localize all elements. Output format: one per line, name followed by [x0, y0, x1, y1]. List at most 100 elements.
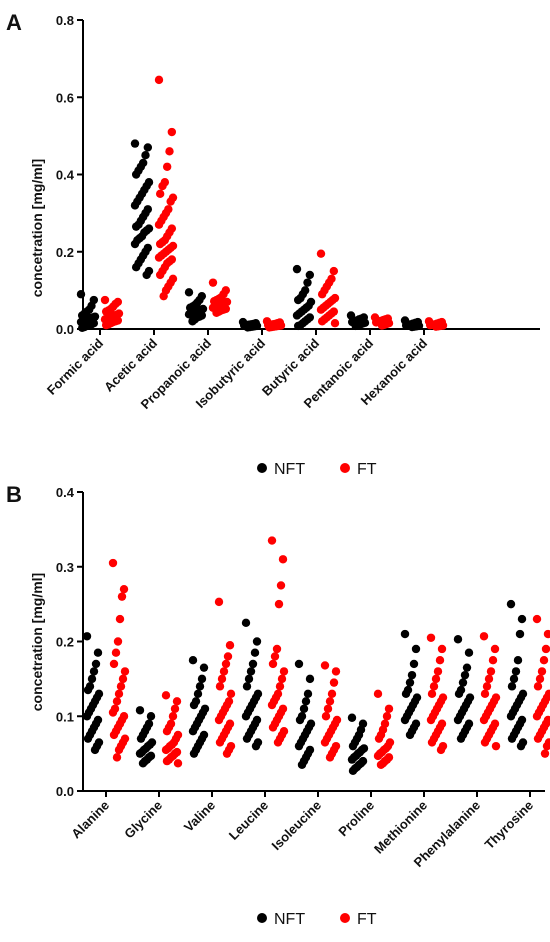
y-tick-label: 0.0: [56, 322, 74, 337]
data-point-ft: [480, 738, 490, 747]
data-point-ft: [537, 667, 547, 676]
data-point-ft: [267, 536, 277, 545]
data-point-ft: [168, 712, 178, 721]
data-point-nft: [454, 689, 464, 699]
data-point-ft: [225, 641, 235, 650]
data-point-nft: [348, 766, 358, 776]
data-point-ft: [116, 682, 126, 691]
y-tick-label: 0.3: [56, 560, 74, 575]
data-point-ft: [488, 655, 498, 665]
data-point-ft: [431, 322, 441, 331]
data-point-nft: [76, 290, 86, 299]
data-point-ft: [541, 644, 550, 654]
data-point-nft: [248, 659, 258, 669]
x-tick-label: Glycine: [121, 798, 165, 842]
data-point-ft: [325, 697, 335, 706]
data-point-nft: [184, 288, 194, 297]
data-point-nft: [347, 755, 357, 764]
data-point-ft: [539, 655, 549, 665]
data-point-nft: [295, 715, 305, 725]
data-point-nft: [400, 715, 410, 725]
data-point-ft: [316, 249, 326, 258]
data-point-ft: [486, 667, 496, 676]
data-point-ft: [325, 753, 335, 762]
data-point-ft: [165, 147, 174, 156]
data-point-nft: [511, 667, 521, 676]
data-point-nft: [189, 749, 199, 758]
y-tick-label: 0.4: [56, 485, 75, 500]
data-point-ft: [119, 584, 129, 594]
data-point-ft: [279, 667, 289, 676]
data-point-nft: [246, 667, 256, 676]
y-tick-label: 0.0: [56, 784, 74, 799]
x-tick-label: Acetic acid: [101, 335, 160, 394]
y-tick-label: 0.1: [56, 709, 74, 724]
data-point-nft: [507, 734, 517, 743]
panel-a-ylabel: concetration [mg/ml]: [29, 159, 45, 297]
panel-b-y-ticks: 0.0 0.1 0.2 0.3 0.4: [56, 485, 83, 799]
data-point-ft: [154, 220, 164, 229]
data-point-ft: [222, 749, 232, 758]
data-point-ft: [433, 667, 443, 676]
data-point-ft: [384, 704, 394, 713]
data-point-ft: [382, 712, 392, 721]
data-point-ft: [276, 581, 286, 590]
data-point-ft: [427, 689, 437, 699]
data-point-ft: [154, 253, 164, 262]
data-point-nft: [509, 674, 519, 684]
data-point-ft: [542, 741, 550, 751]
data-point-nft: [244, 674, 254, 684]
data-point-ft: [479, 632, 489, 641]
panel-b-legend-nft-label: NFT: [274, 911, 305, 928]
data-point-nft: [351, 321, 360, 331]
panel-a-legend: NFT FT: [257, 461, 377, 478]
data-point-ft: [268, 659, 278, 669]
data-point-ft: [274, 599, 284, 609]
data-point-nft: [507, 682, 517, 691]
panel-b-legend-ft-label: FT: [357, 911, 377, 928]
data-point-ft: [162, 162, 172, 171]
x-tick-label: Formic acid: [44, 335, 106, 397]
data-point-nft: [462, 663, 472, 672]
data-point-nft: [136, 734, 146, 743]
data-point-ft: [535, 674, 545, 684]
data-point-nft: [292, 264, 302, 274]
data-point-ft: [491, 741, 501, 751]
data-point-nft: [411, 644, 421, 654]
data-point-ft: [323, 704, 333, 713]
data-point-ft: [329, 678, 339, 687]
data-point-ft: [426, 633, 436, 642]
data-point-nft: [305, 270, 315, 280]
x-tick-label: Leucine: [226, 798, 271, 843]
panel-a-points: [76, 75, 448, 333]
data-point-nft: [407, 322, 417, 332]
y-tick-label: 0.2: [56, 245, 74, 260]
data-point-ft: [162, 756, 172, 766]
data-point-nft: [401, 689, 411, 699]
data-point-nft: [131, 222, 141, 231]
data-point-ft: [532, 614, 542, 624]
data-point-ft: [330, 319, 340, 328]
data-point-ft: [480, 689, 490, 699]
data-point-ft: [208, 278, 218, 287]
data-point-ft: [120, 667, 130, 676]
y-tick-label: 0.6: [56, 90, 74, 105]
data-point-ft: [109, 730, 119, 740]
data-point-ft: [329, 266, 339, 276]
data-point-nft: [93, 648, 103, 657]
x-tick-label: Isoleucine: [269, 798, 325, 854]
data-point-ft: [118, 674, 128, 684]
panel-a-letter: A: [6, 10, 22, 35]
data-point-ft: [112, 697, 122, 706]
data-point-nft: [199, 663, 209, 672]
data-point-ft: [155, 270, 165, 280]
data-point-ft: [166, 197, 175, 206]
data-point-nft: [513, 655, 523, 665]
data-point-ft: [109, 659, 119, 669]
data-point-nft: [141, 150, 150, 160]
data-point-ft: [155, 189, 165, 199]
panel-a-legend-nft-marker: [257, 463, 267, 473]
data-point-ft: [113, 637, 123, 646]
data-point-nft: [303, 278, 312, 287]
